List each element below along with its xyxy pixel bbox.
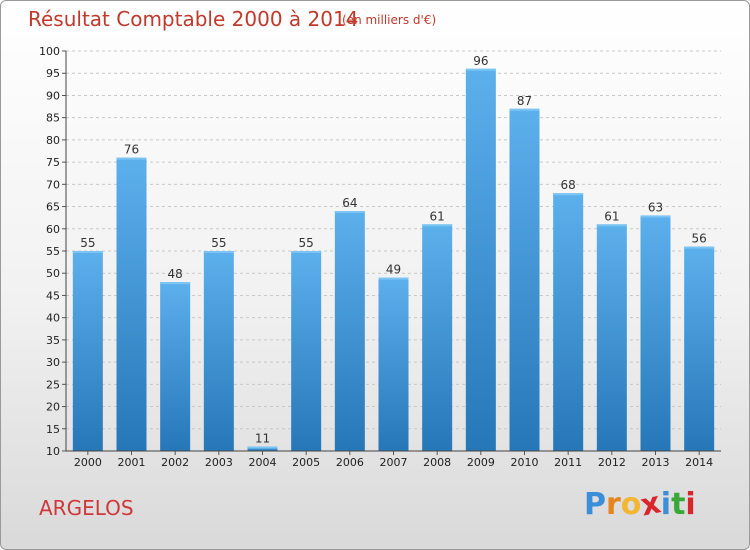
value-label: 55: [211, 236, 226, 250]
y-tick-label: 95: [46, 67, 60, 80]
y-tick-label: 10: [46, 445, 60, 458]
value-label: 55: [80, 236, 95, 250]
bar-2007: [378, 277, 409, 451]
x-tick-label: 2004: [249, 456, 277, 469]
bar-top-highlight: [596, 224, 627, 227]
y-tick-label: 45: [46, 289, 60, 302]
x-tick-label: 2012: [598, 456, 626, 469]
y-tick-label: 15: [46, 423, 60, 436]
logo-letter: i: [660, 487, 672, 522]
value-label: 55: [299, 236, 314, 250]
bar-top-highlight: [334, 211, 365, 213]
x-tick-label: 2009: [467, 456, 495, 469]
x-tick-label: 2010: [511, 456, 539, 469]
bar-top-highlight: [203, 251, 234, 253]
y-tick-label: 50: [46, 267, 60, 280]
y-tick-label: 30: [46, 356, 60, 369]
x-tick-label: 2000: [74, 456, 102, 469]
bar-2012: [596, 224, 627, 451]
value-label: 56: [692, 232, 707, 246]
value-label: 61: [430, 209, 445, 223]
value-label: 87: [517, 94, 532, 108]
bar-top-highlight: [553, 193, 584, 196]
value-label: 64: [342, 196, 357, 210]
x-axis-ticks: 2000 2001 2002 2003 2004 2005 2006 2007 2008 2009…: [74, 451, 713, 469]
value-label: 49: [386, 263, 401, 277]
x-tick-label: 2011: [554, 456, 582, 469]
bar-2003: [203, 251, 234, 451]
axes: [65, 51, 721, 452]
bar-top-highlight: [72, 251, 103, 253]
logo-letter: t: [671, 487, 686, 522]
bar-top-highlight: [160, 282, 191, 285]
bar-2013: [640, 215, 671, 451]
x-tick-label: 2005: [292, 456, 320, 469]
bar-top-highlight: [465, 68, 496, 71]
value-label: 76: [124, 143, 139, 157]
y-tick-label: 25: [46, 378, 60, 391]
value-label: 68: [561, 178, 576, 192]
bar-2000: [72, 251, 103, 451]
bar-2006: [334, 211, 365, 451]
y-tick-label: 85: [46, 112, 60, 125]
bar-2004: [247, 446, 278, 451]
x-tick-label: 2006: [336, 456, 364, 469]
y-tick-label: 20: [46, 401, 60, 414]
logo-letter: r: [606, 487, 621, 522]
x-tick-label: 2001: [118, 456, 146, 469]
bar-top-highlight: [116, 157, 147, 160]
x-tick-label: 2002: [161, 456, 189, 469]
logo-letter: i: [685, 487, 696, 522]
value-labels: 55 76 48 55 11 55 64 49 61 96 87 68 61 63 56: [80, 54, 707, 446]
value-label: 63: [648, 200, 663, 214]
bar-2014: [684, 246, 715, 451]
bar-2009: [465, 68, 496, 452]
y-tick-label: 35: [46, 334, 60, 347]
logo-letter: P: [584, 487, 606, 522]
chart-title: Résultat Comptable 2000 à 2014: [28, 7, 359, 31]
y-tick-label: 80: [46, 134, 60, 147]
value-label: 11: [255, 432, 270, 446]
y-tick-label: 60: [46, 223, 60, 236]
bar-top-highlight: [509, 108, 540, 111]
y-tick-label: 100: [39, 45, 60, 58]
bar-top-highlight: [247, 446, 278, 449]
y-tick-label: 75: [46, 156, 60, 169]
x-tick-label: 2014: [685, 456, 713, 469]
bars: [72, 68, 715, 452]
y-tick-label: 40: [46, 312, 60, 325]
bar-top-highlight: [684, 246, 715, 249]
y-tick-label: 70: [46, 178, 60, 191]
x-tick-label: 2013: [642, 456, 670, 469]
y-axis-ticks: 10 15 20 25 30 35 40 45 50 55 60 65 70 75 80 85 90 95 100: [39, 45, 66, 458]
value-label: 61: [604, 209, 619, 223]
x-tick-label: 2003: [205, 456, 233, 469]
bar-2010: [509, 108, 540, 452]
y-tick-label: 65: [46, 201, 60, 214]
bar-2008: [422, 224, 453, 451]
x-tick-label: 2007: [380, 456, 408, 469]
chart-subtitle: (en milliers d'€): [342, 13, 437, 27]
bar-top-highlight: [422, 224, 453, 227]
value-label: 48: [168, 267, 183, 281]
bar-top-highlight: [291, 251, 322, 253]
x-tick-label: 2008: [423, 456, 451, 469]
y-tick-label: 90: [46, 89, 60, 102]
proxiti-logo: Proxiti: [584, 485, 696, 523]
bar-2001: [116, 157, 147, 451]
bar-2011: [553, 193, 584, 451]
bar-top-highlight: [640, 215, 671, 218]
bar-2002: [160, 282, 191, 451]
logo-letter: o: [620, 487, 642, 522]
value-label: 96: [473, 54, 488, 68]
bar-top-highlight: [378, 277, 409, 280]
commune-name: ARGELOS: [39, 496, 134, 520]
y-tick-label: 55: [46, 245, 60, 258]
bar-2005: [291, 251, 322, 451]
